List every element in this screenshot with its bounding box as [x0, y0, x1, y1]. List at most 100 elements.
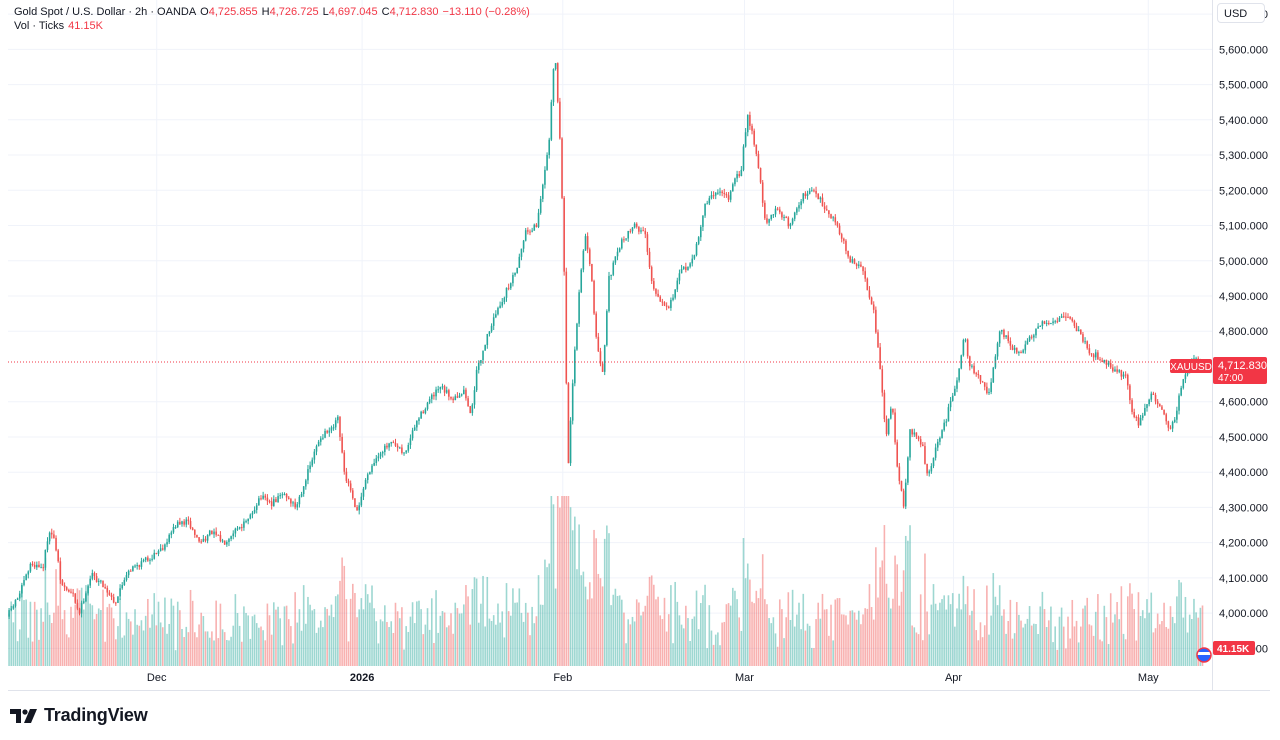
- currency-button[interactable]: USD: [1217, 3, 1265, 23]
- volume-bar: [580, 575, 583, 666]
- candle-body: [817, 193, 820, 200]
- volume-bar: [951, 593, 954, 666]
- candle-body: [1126, 374, 1129, 386]
- volume-bar: [840, 614, 843, 666]
- candle-body: [1116, 369, 1118, 372]
- volume-bar: [704, 584, 706, 666]
- candle-body: [341, 436, 343, 453]
- volume-bar: [473, 577, 476, 666]
- volume-bar: [1026, 618, 1029, 666]
- volume-bar: [343, 565, 346, 666]
- candle-body: [119, 588, 121, 597]
- candle-body: [979, 375, 982, 382]
- volume-bar: [204, 631, 207, 666]
- price-axis[interactable]: 5,700.0005,600.0005,500.0005,400.0005,30…: [1212, 0, 1268, 690]
- candle-body: [1112, 367, 1114, 372]
- candle-body: [134, 565, 136, 567]
- candle-body: [296, 504, 299, 508]
- candle-body: [1022, 350, 1024, 353]
- volume-bar: [97, 608, 100, 666]
- volume-bar: [275, 609, 277, 666]
- volume-bar: [1122, 633, 1125, 666]
- candle-body: [422, 411, 425, 414]
- candle-body: [1129, 385, 1131, 401]
- candle-body: [102, 580, 104, 588]
- candle-body: [332, 427, 335, 429]
- volume-bar: [676, 601, 679, 666]
- volume-bar: [800, 629, 802, 666]
- candle-body: [571, 383, 574, 421]
- volume-bar: [14, 602, 17, 666]
- candle-body: [1178, 395, 1180, 411]
- candle-body: [958, 368, 960, 381]
- candle-body: [610, 274, 612, 276]
- candle-body: [990, 382, 992, 392]
- time-axis[interactable]: Dec 2026 Feb Mar Apr May: [8, 672, 1270, 691]
- volume-bar: [315, 632, 318, 666]
- candle-body: [1118, 370, 1121, 372]
- candle-body: [928, 471, 931, 474]
- volume-bar: [283, 606, 286, 666]
- candle-body: [825, 209, 828, 211]
- volume-bar: [864, 608, 866, 666]
- candle-body: [305, 480, 307, 487]
- volume-bar: [578, 524, 580, 666]
- symbol-title[interactable]: Gold Spot / U.S. Dollar · 2h · OANDA: [14, 6, 197, 18]
- volume-bar: [356, 617, 358, 666]
- volume-bar: [1186, 632, 1189, 666]
- candle-body: [1171, 421, 1174, 429]
- volume-bar: [313, 609, 316, 666]
- volume-bar: [687, 618, 689, 666]
- flag-icon[interactable]: [1196, 647, 1212, 663]
- candle-body: [879, 347, 881, 370]
- volume-bar: [42, 621, 45, 666]
- candle-body: [904, 482, 907, 507]
- volume-label[interactable]: Vol · Ticks: [14, 20, 65, 32]
- candle-body: [524, 230, 527, 241]
- volume-bar: [516, 602, 518, 666]
- low-value: 4,697.045: [328, 6, 378, 18]
- volume-bar: [1041, 591, 1044, 666]
- volume-bar: [55, 569, 57, 666]
- volume-bar: [339, 580, 341, 666]
- candle-body: [840, 234, 843, 239]
- tradingview-logo[interactable]: TradingView: [10, 705, 148, 726]
- candle-body: [919, 439, 922, 445]
- candle-body: [91, 573, 94, 579]
- candle-body: [16, 598, 19, 600]
- candle-body: [830, 214, 832, 218]
- candle-body: [744, 132, 747, 147]
- volume-bar: [10, 601, 13, 666]
- volume-bar: [638, 602, 640, 666]
- candle-body: [403, 452, 405, 454]
- volume-bar: [855, 619, 858, 666]
- candle-body: [270, 501, 273, 506]
- candle-body: [706, 203, 708, 205]
- candle-body: [1103, 359, 1106, 363]
- y-tick-label: 4,500.000: [1219, 432, 1268, 444]
- candle-body: [1058, 317, 1061, 322]
- candle-body: [443, 386, 446, 393]
- volume-bar: [565, 496, 568, 666]
- candle-body: [554, 63, 557, 70]
- volume-bar: [736, 599, 738, 666]
- volume-bar: [990, 615, 992, 666]
- candle-body: [584, 236, 587, 251]
- candle-body: [226, 542, 228, 545]
- volume-bar: [979, 622, 982, 666]
- candle-body: [574, 349, 576, 384]
- candle-body: [230, 536, 232, 539]
- candle-body: [219, 535, 222, 541]
- volume-bar: [294, 592, 296, 666]
- open-value: 4,725.855: [208, 6, 258, 18]
- volume-bar: [879, 567, 881, 666]
- volume-bar: [420, 609, 422, 666]
- volume-bar: [524, 602, 527, 666]
- candle-body: [106, 587, 109, 593]
- candle-body: [381, 451, 384, 454]
- volume-bar: [430, 598, 433, 666]
- price-chart[interactable]: 5,700.0005,600.0005,500.0005,400.0005,30…: [0, 0, 1280, 700]
- candle-body: [723, 192, 726, 195]
- candle-body: [44, 549, 47, 568]
- volume-bar: [781, 609, 783, 666]
